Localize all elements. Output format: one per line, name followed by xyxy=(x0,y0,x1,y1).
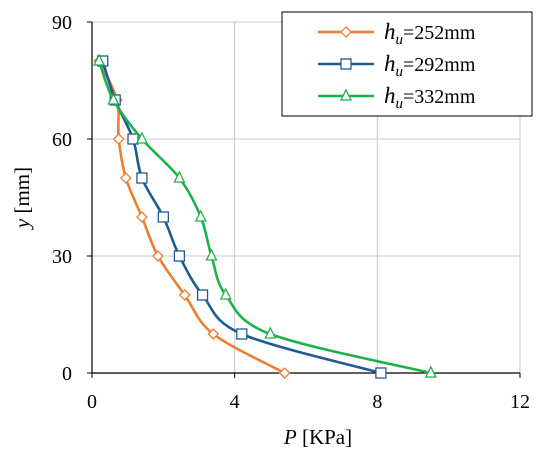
legend-entry-1-var: h xyxy=(384,51,396,76)
series-2-point-4 xyxy=(194,209,207,222)
series-0-point-6 xyxy=(178,289,191,301)
x-tick-label-3: 12 xyxy=(510,391,530,413)
legend-entry-2: hu=332mm xyxy=(318,83,476,112)
y-axis-title: y [mm] xyxy=(10,167,34,230)
series-1-point-8 xyxy=(375,367,387,379)
series-2-point-8 xyxy=(424,365,437,378)
legend-entry-0-label: hu=252mm xyxy=(384,19,476,48)
legend-entry-0-var: h xyxy=(384,19,396,44)
series-1-point-2 xyxy=(127,133,139,145)
legend-entry-1-label: hu=292mm xyxy=(384,51,476,80)
legend-entry-1-marker xyxy=(340,58,352,70)
y-tick-label-1: 30 xyxy=(52,246,72,268)
y-tick-label-2: 60 xyxy=(52,129,72,151)
x-tick-label-2: 8 xyxy=(372,391,382,413)
legend-entry-2-label: hu=332mm xyxy=(384,83,476,112)
series-1-point-4 xyxy=(157,211,169,223)
legend-entry-1-sub: u xyxy=(396,64,404,80)
series-2-point-5 xyxy=(205,248,218,261)
x-axis-title: P [KPa] xyxy=(283,425,352,449)
y-tick-label-3: 90 xyxy=(52,12,72,34)
series-1-point-5 xyxy=(173,250,186,262)
legend-entry-2-value: =332mm xyxy=(403,86,476,108)
y-tick-label-0: 0 xyxy=(62,363,72,385)
x-tick-label-1: 4 xyxy=(230,391,240,413)
legend-entry-0-marker xyxy=(340,26,352,38)
series-1-point-3 xyxy=(136,172,148,184)
legend-entry-2-var: h xyxy=(384,83,396,108)
series-1-point-7 xyxy=(236,328,248,340)
series-0-point-8 xyxy=(278,367,291,379)
series-2-point-1 xyxy=(107,92,120,105)
series-2-point-2 xyxy=(135,131,148,144)
series-1-point-6 xyxy=(196,289,209,301)
series-0-point-5 xyxy=(152,250,164,262)
legend-entry-0-value: =252mm xyxy=(403,22,476,44)
x-axis-title-unit: [KPa] xyxy=(297,425,352,449)
y-axis-title-var: y xyxy=(10,218,34,230)
series-2 xyxy=(93,53,437,378)
series-0-point-4 xyxy=(136,211,148,223)
x-axis-title-var: P xyxy=(283,425,297,449)
legend-entry-2-sub: u xyxy=(396,96,404,112)
series-2-point-7 xyxy=(264,326,277,339)
x-tick-label-0: 0 xyxy=(87,391,97,413)
series-2-point-0 xyxy=(93,53,106,66)
legend-entry-0: hu=252mm xyxy=(318,19,476,48)
series-0-point-7 xyxy=(207,328,220,340)
series-0-point-2 xyxy=(112,133,125,145)
legend-entry-1: hu=292mm xyxy=(318,51,476,80)
series-2-point-6 xyxy=(219,287,232,300)
legend-entry-2-marker xyxy=(339,88,353,101)
legend-entry-0-sub: u xyxy=(396,32,404,48)
series-0-point-3 xyxy=(119,172,132,184)
y-axis-title-unit: [mm] xyxy=(10,167,34,219)
legend-entry-1-value: =292mm xyxy=(403,54,476,76)
series-2-point-3 xyxy=(173,170,186,183)
